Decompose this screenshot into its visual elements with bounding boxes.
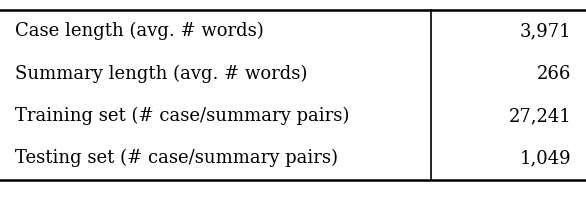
Text: 266: 266 (537, 65, 571, 83)
Text: Training set (# case/summary pairs): Training set (# case/summary pairs) (15, 107, 349, 125)
Text: Case length (avg. # words): Case length (avg. # words) (15, 22, 263, 40)
Text: Summary length (avg. # words): Summary length (avg. # words) (15, 65, 307, 83)
Text: 3,971: 3,971 (520, 22, 571, 40)
Text: Testing set (# case/summary pairs): Testing set (# case/summary pairs) (15, 149, 338, 167)
Text: 1,049: 1,049 (520, 149, 571, 167)
Text: 27,241: 27,241 (509, 107, 571, 125)
